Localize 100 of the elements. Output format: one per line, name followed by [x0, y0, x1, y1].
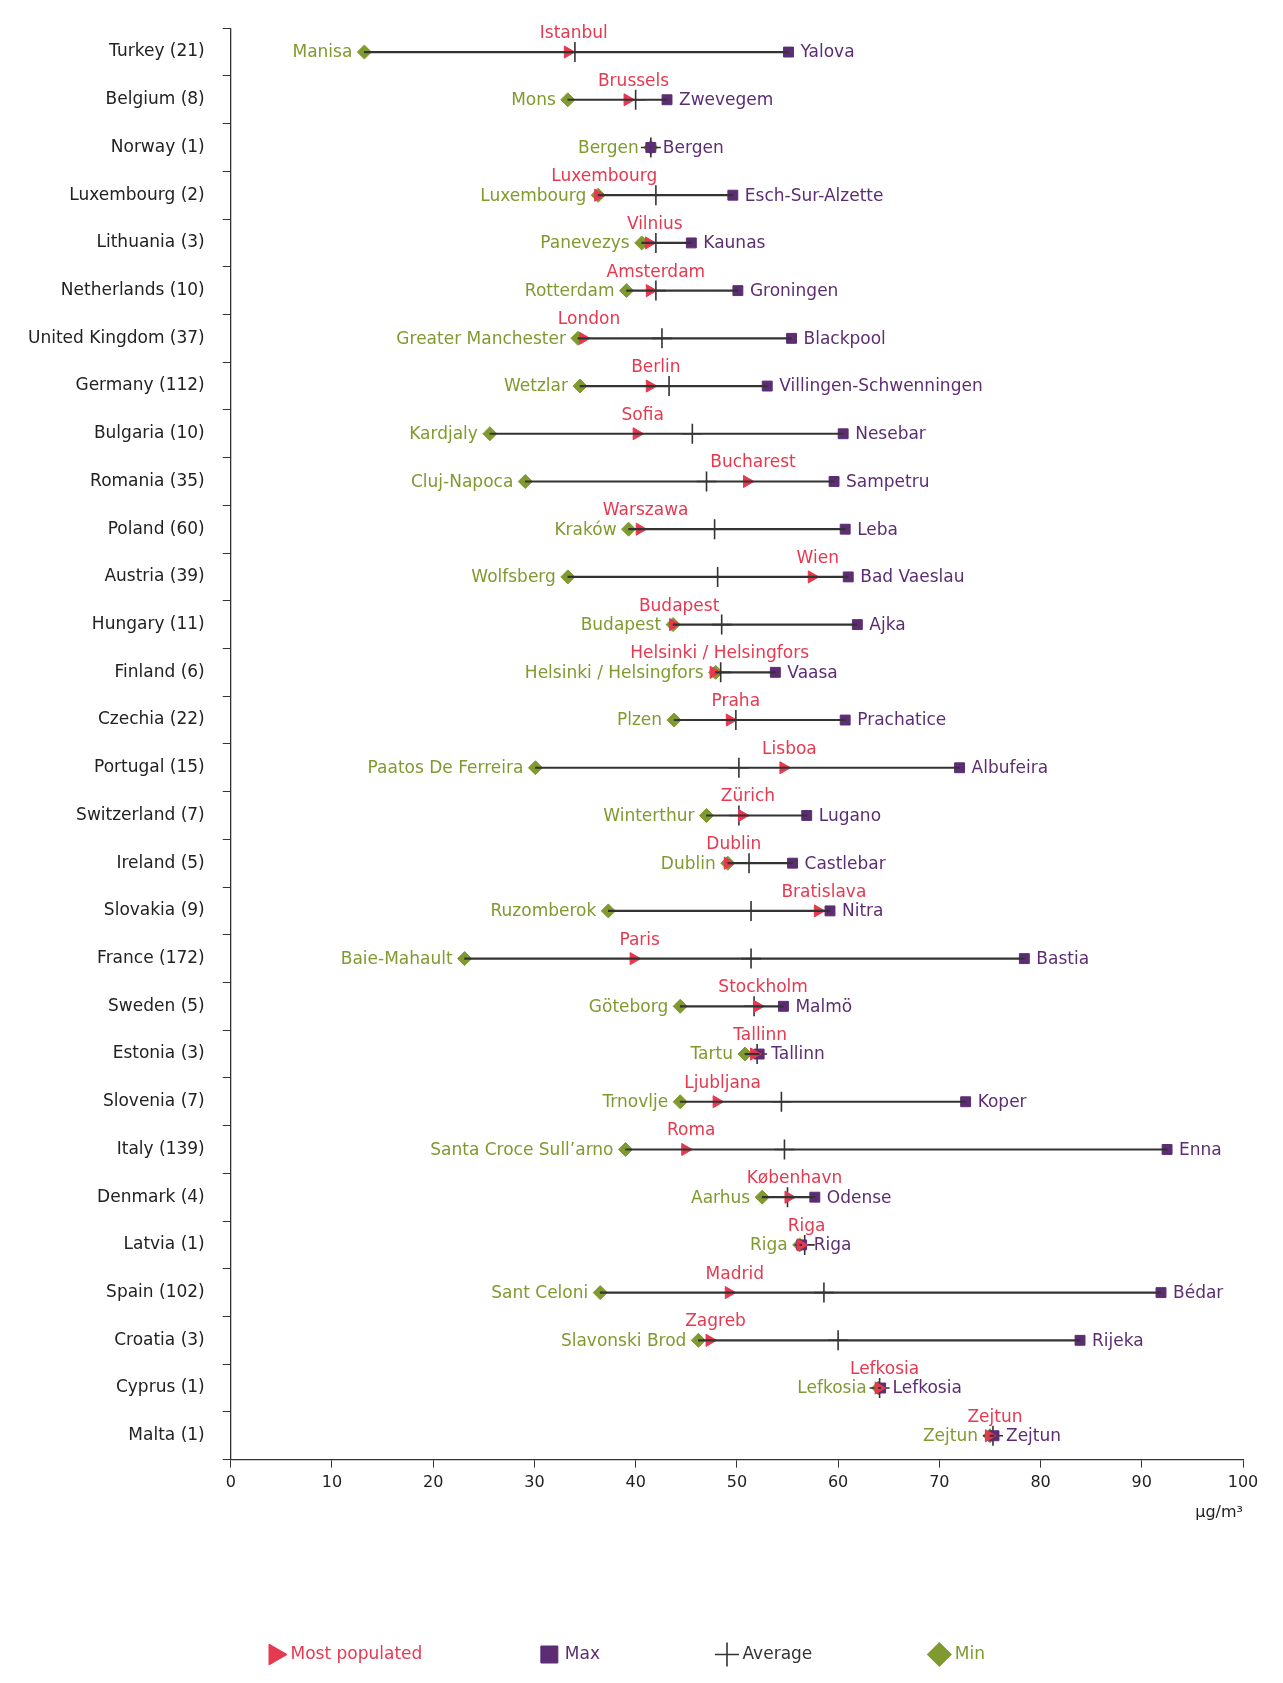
data-label: London [557, 308, 621, 329]
y-tick-label: Denmark (4) [97, 1185, 205, 1206]
data-label: Tallinn [732, 1023, 787, 1044]
legend-label: Average [742, 1642, 813, 1663]
data-label: Riga [787, 1214, 826, 1235]
data-label: Nitra [842, 900, 884, 921]
data-label: Enna [1179, 1138, 1222, 1159]
y-tick-label: Croatia (3) [114, 1328, 205, 1349]
data-label: Blackpool [803, 327, 886, 348]
data-label: Lefkosia [849, 1357, 920, 1378]
data-label: Bucharest [710, 451, 797, 472]
data-label: Lisboa [762, 737, 817, 758]
x-axis-title: µg/m³ [1195, 1501, 1243, 1521]
data-label: Wetzlar [503, 375, 568, 396]
y-tick-label: Sweden (5) [108, 994, 205, 1015]
data-label: Zürich [720, 785, 776, 806]
data-label: Riga [749, 1234, 788, 1255]
data-label: Dublin [660, 852, 716, 873]
data-label: Prachatice [857, 709, 947, 730]
y-tick-label: France (172) [97, 947, 205, 968]
x-tick-label: 20 [423, 1472, 444, 1492]
y-tick-label: Luxembourg (2) [69, 183, 205, 204]
data-label: Amsterdam [606, 260, 706, 281]
legend-label: Most populated [290, 1642, 423, 1663]
data-label: Göteborg [588, 995, 669, 1016]
x-tick-label: 40 [625, 1472, 646, 1492]
data-label: Roma [667, 1119, 716, 1140]
x-tick-label: 80 [1030, 1472, 1051, 1492]
data-label: Aarhus [691, 1186, 751, 1207]
data-label: Bergen [577, 136, 639, 157]
y-tick-label: Estonia (3) [112, 1042, 205, 1063]
x-tick-label: 50 [726, 1472, 748, 1492]
data-label: Paris [619, 928, 660, 949]
legend-label: Min [954, 1642, 985, 1663]
data-label: Slavonski Brod [560, 1329, 687, 1350]
y-tick-label: Italy (139) [116, 1137, 205, 1158]
x-tick-label: 60 [827, 1472, 849, 1492]
data-label: Nesebar [855, 423, 926, 444]
data-label: Zejtun [922, 1425, 978, 1446]
data-label: Odense [826, 1186, 892, 1207]
data-label: Panevezys [540, 232, 630, 253]
data-label: København [746, 1167, 843, 1188]
data-label: Trnovlje [601, 1091, 669, 1112]
data-label: Lefkosia [797, 1377, 867, 1398]
data-label: Istanbul [539, 21, 608, 42]
data-label: Budapest [580, 614, 662, 635]
data-label: Leba [857, 518, 899, 539]
data-label: Luxembourg [551, 165, 658, 186]
data-label: Bad Vaeslau [860, 566, 965, 587]
data-label: Santa Croce Sull’arno [430, 1138, 614, 1159]
x-tick-label: 10 [321, 1472, 343, 1492]
y-tick-label: Norway (1) [110, 135, 205, 156]
data-label: Mons [511, 89, 556, 110]
y-tick-label: Poland (60) [107, 517, 205, 538]
data-label: Sant Celoni [491, 1282, 589, 1303]
data-label: Brussels [597, 69, 670, 90]
data-label: Luxembourg [480, 184, 587, 205]
data-label: Sofia [621, 403, 664, 424]
y-tick-label: Czechia (22) [97, 708, 205, 729]
data-label: Zagreb [685, 1310, 746, 1331]
data-label: Esch-Sur-Alzette [744, 184, 884, 205]
data-label: Vilnius [626, 212, 683, 233]
data-label: Rijeka [1092, 1329, 1144, 1350]
data-label: Stockholm [718, 976, 808, 997]
data-label: Tartu [689, 1043, 733, 1064]
data-label: Tallinn [770, 1043, 825, 1064]
data-label: Zejtun [1005, 1425, 1062, 1446]
y-tick-label: Spain (102) [106, 1281, 205, 1302]
y-tick-label: Hungary (11) [91, 613, 205, 634]
data-label: Madrid [705, 1262, 764, 1283]
data-label: Greater Manchester [396, 327, 566, 348]
data-label: Cluj-Napoca [410, 470, 514, 491]
data-label: Yalova [799, 41, 855, 62]
y-tick-label: Germany (112) [75, 374, 205, 395]
y-tick-label: Turkey (21) [108, 40, 205, 61]
y-tick-label: Latvia (1) [123, 1233, 205, 1254]
data-label: Helsinki / Helsingfors [630, 642, 810, 663]
data-label: Ljubljana [684, 1071, 762, 1092]
legend-label: Max [564, 1642, 600, 1663]
data-label: Helsinki / Helsingfors [524, 661, 704, 682]
data-label: Zwevegem [679, 89, 774, 110]
data-label: Praha [711, 689, 761, 710]
y-tick-label: Cyprus (1) [115, 1376, 205, 1397]
data-label: Villingen-Schwenningen [779, 375, 983, 396]
data-label: Bastia [1036, 948, 1090, 969]
data-label: Baie-Mahault [340, 948, 453, 969]
y-tick-label: Lithuania (3) [96, 231, 205, 252]
data-label: Bédar [1173, 1282, 1224, 1303]
y-tick-label: Ireland (5) [116, 851, 205, 872]
x-tick-label: 100 [1227, 1472, 1259, 1492]
data-label: Paatos De Ferreira [367, 757, 524, 778]
data-label: Kardjaly [409, 423, 478, 444]
data-label: Ajka [869, 614, 906, 635]
data-label: Ruzomberok [490, 900, 597, 921]
x-tick-label: 0 [225, 1472, 236, 1492]
data-label: Sampetru [846, 470, 930, 491]
data-label: Malmö [795, 995, 853, 1016]
y-tick-label: Switzerland (7) [76, 803, 205, 824]
data-label: Warszawa [602, 499, 689, 520]
y-tick-label: Finland (6) [114, 660, 205, 681]
